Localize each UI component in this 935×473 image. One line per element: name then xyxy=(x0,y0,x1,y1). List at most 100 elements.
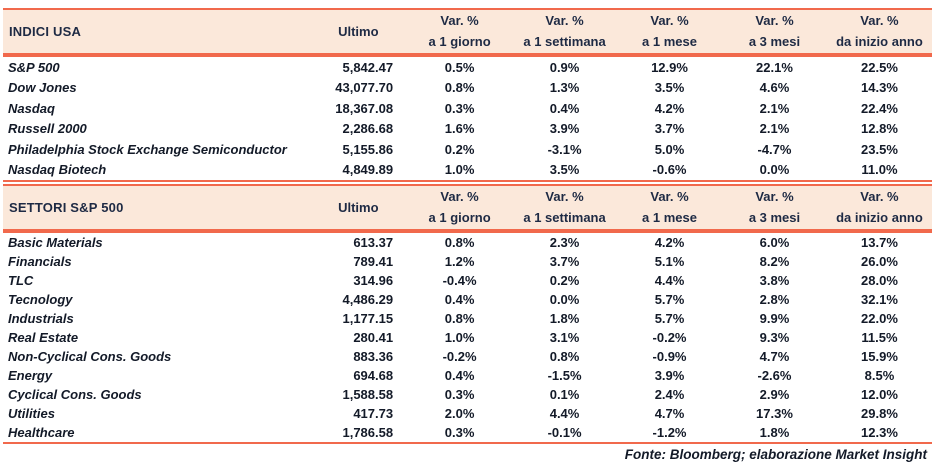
cell-ultimo: 1,588.58 xyxy=(342,387,394,402)
cell-var-0: 0.3% xyxy=(444,425,475,440)
row-label: Nasdaq Biotech xyxy=(8,162,107,178)
cell-var-1: 0.9% xyxy=(549,59,580,75)
var-percent-label: Var. % xyxy=(545,189,584,205)
sp500-sectors-table: SETTORI S&P 500 Ultimo Var. % a 1 giorno V… xyxy=(3,184,932,444)
cell-ultimo: 5,155.86 xyxy=(342,141,394,157)
period-label: a 3 mesi xyxy=(748,33,801,49)
cell-var-3: -4.7% xyxy=(757,141,792,157)
cell-var-0: 0.8% xyxy=(444,80,475,96)
cell-ultimo: 883.36 xyxy=(353,349,394,364)
cell-ultimo: 4,486.29 xyxy=(342,292,394,307)
row-label: Utilities xyxy=(8,406,55,421)
column-header-ultimo: Ultimo xyxy=(338,24,379,39)
row-label: TLC xyxy=(8,273,34,288)
cell-var-2: 3.7% xyxy=(654,121,685,137)
row-label: S&P 500 xyxy=(8,59,60,75)
cell-ultimo: 1,177.15 xyxy=(342,311,394,326)
cell-var-2: -0.2% xyxy=(652,330,687,345)
row-label: Cyclical Cons. Goods xyxy=(8,387,142,402)
double-rule xyxy=(3,53,932,57)
row-label: Dow Jones xyxy=(8,80,77,96)
cell-var-0: 1.2% xyxy=(444,254,475,269)
var-percent-label: Var. % xyxy=(545,13,584,29)
row-label: Energy xyxy=(8,368,53,383)
cell-var-0: 0.2% xyxy=(444,141,475,157)
cell-ultimo: 694.68 xyxy=(353,368,394,383)
cell-var-2: -1.2% xyxy=(652,425,687,440)
cell-var-4: 12.0% xyxy=(861,387,898,402)
cell-var-0: 0.5% xyxy=(444,59,475,75)
column-header-period-0: Var. % a 1 giorno xyxy=(407,187,512,227)
cell-var-3: 4.7% xyxy=(759,349,790,364)
cell-var-0: 0.8% xyxy=(444,235,475,250)
cell-var-1: 0.1% xyxy=(549,387,580,402)
table-title: SETTORI S&P 500 xyxy=(9,200,124,215)
row-label: Industrials xyxy=(8,311,74,326)
table-row: Non-Cyclical Cons. Goods 883.36 -0.2% 0.8% -… xyxy=(3,347,932,366)
cell-var-4: 12.8% xyxy=(861,121,898,137)
cell-var-1: -3.1% xyxy=(547,141,582,157)
cell-var-0: 0.4% xyxy=(444,368,475,383)
cell-var-1: 1.8% xyxy=(549,311,580,326)
cell-var-2: 4.7% xyxy=(654,406,685,421)
table-row: Tecnology 4,486.29 0.4% 0.0% 5.7% 2.8% 32.1% xyxy=(3,290,932,309)
cell-var-4: 11.5% xyxy=(861,330,898,345)
cell-var-0: 0.8% xyxy=(444,311,475,326)
cell-ultimo: 280.41 xyxy=(353,330,394,345)
cell-var-0: 0.3% xyxy=(444,100,475,116)
cell-var-1: -1.5% xyxy=(547,368,582,383)
cell-var-2: 3.5% xyxy=(654,80,685,96)
cell-ultimo: 1,786.58 xyxy=(342,425,394,440)
row-label: Tecnology xyxy=(8,292,73,307)
column-header-period-4: Var. % da inizio anno xyxy=(827,187,932,227)
period-label: a 1 settimana xyxy=(523,33,606,49)
cell-var-1: 3.1% xyxy=(549,330,580,345)
cell-var-3: 6.0% xyxy=(759,235,790,250)
cell-var-4: 32.1% xyxy=(861,292,898,307)
period-label: a 1 giorno xyxy=(428,33,491,49)
row-label: Basic Materials xyxy=(8,235,103,250)
cell-var-3: 17.3% xyxy=(756,406,793,421)
cell-var-2: 5.1% xyxy=(654,254,685,269)
bottom-rule xyxy=(3,442,932,444)
table-row: S&P 500 5,842.47 0.5% 0.9% 12.9% 22.1% 22.5% xyxy=(3,57,932,78)
table-row: Financials 789.41 1.2% 3.7% 5.1% 8.2% 26.0% xyxy=(3,252,932,271)
column-header-period-3: Var. % a 3 mesi xyxy=(722,187,827,227)
cell-var-3: 0.0% xyxy=(759,162,790,178)
table-row: TLC 314.96 -0.4% 0.2% 4.4% 3.8% 28.0% xyxy=(3,271,932,290)
cell-var-4: 28.0% xyxy=(861,273,898,288)
cell-var-4: 22.5% xyxy=(861,59,898,75)
cell-var-4: 11.0% xyxy=(861,162,898,178)
cell-var-2: -0.9% xyxy=(652,349,687,364)
cell-var-2: -0.6% xyxy=(652,162,687,178)
row-label: Real Estate xyxy=(8,330,79,345)
period-label: a 3 mesi xyxy=(748,209,801,225)
sp500-sectors-header-band: SETTORI S&P 500 Ultimo Var. % a 1 giorno V… xyxy=(3,184,932,229)
cell-var-0: 2.0% xyxy=(444,406,475,421)
column-header-period-1: Var. % a 1 settimana xyxy=(512,11,617,51)
cell-var-1: 0.4% xyxy=(549,100,580,116)
cell-var-1: -0.1% xyxy=(547,425,582,440)
table-row: Industrials 1,177.15 0.8% 1.8% 5.7% 9.9% 22.0% xyxy=(3,309,932,328)
table-row: Dow Jones 43,077.70 0.8% 1.3% 3.5% 4.6% 14.3% xyxy=(3,78,932,99)
cell-var-1: 3.5% xyxy=(549,162,580,178)
var-percent-label: Var. % xyxy=(755,13,794,29)
cell-var-1: 2.3% xyxy=(549,235,580,250)
cell-var-1: 3.7% xyxy=(549,254,580,269)
row-label: Financials xyxy=(8,254,72,269)
cell-var-2: 4.2% xyxy=(654,235,685,250)
cell-var-2: 5.0% xyxy=(654,141,685,157)
table-title: INDICI USA xyxy=(9,24,82,39)
column-header-period-1: Var. % a 1 settimana xyxy=(512,187,617,227)
cell-var-3: 9.9% xyxy=(759,311,790,326)
period-label: da inizio anno xyxy=(836,33,923,49)
column-header-ultimo: Ultimo xyxy=(338,200,379,215)
period-label: da inizio anno xyxy=(836,209,923,225)
cell-var-1: 0.0% xyxy=(549,292,580,307)
table-row: Basic Materials 613.37 0.8% 2.3% 4.2% 6.0% 13.… xyxy=(3,233,932,252)
double-rule xyxy=(3,229,932,233)
cell-var-2: 3.9% xyxy=(654,368,685,383)
period-label: a 1 giorno xyxy=(428,209,491,225)
cell-var-4: 26.0% xyxy=(861,254,898,269)
cell-var-3: 22.1% xyxy=(756,59,793,75)
